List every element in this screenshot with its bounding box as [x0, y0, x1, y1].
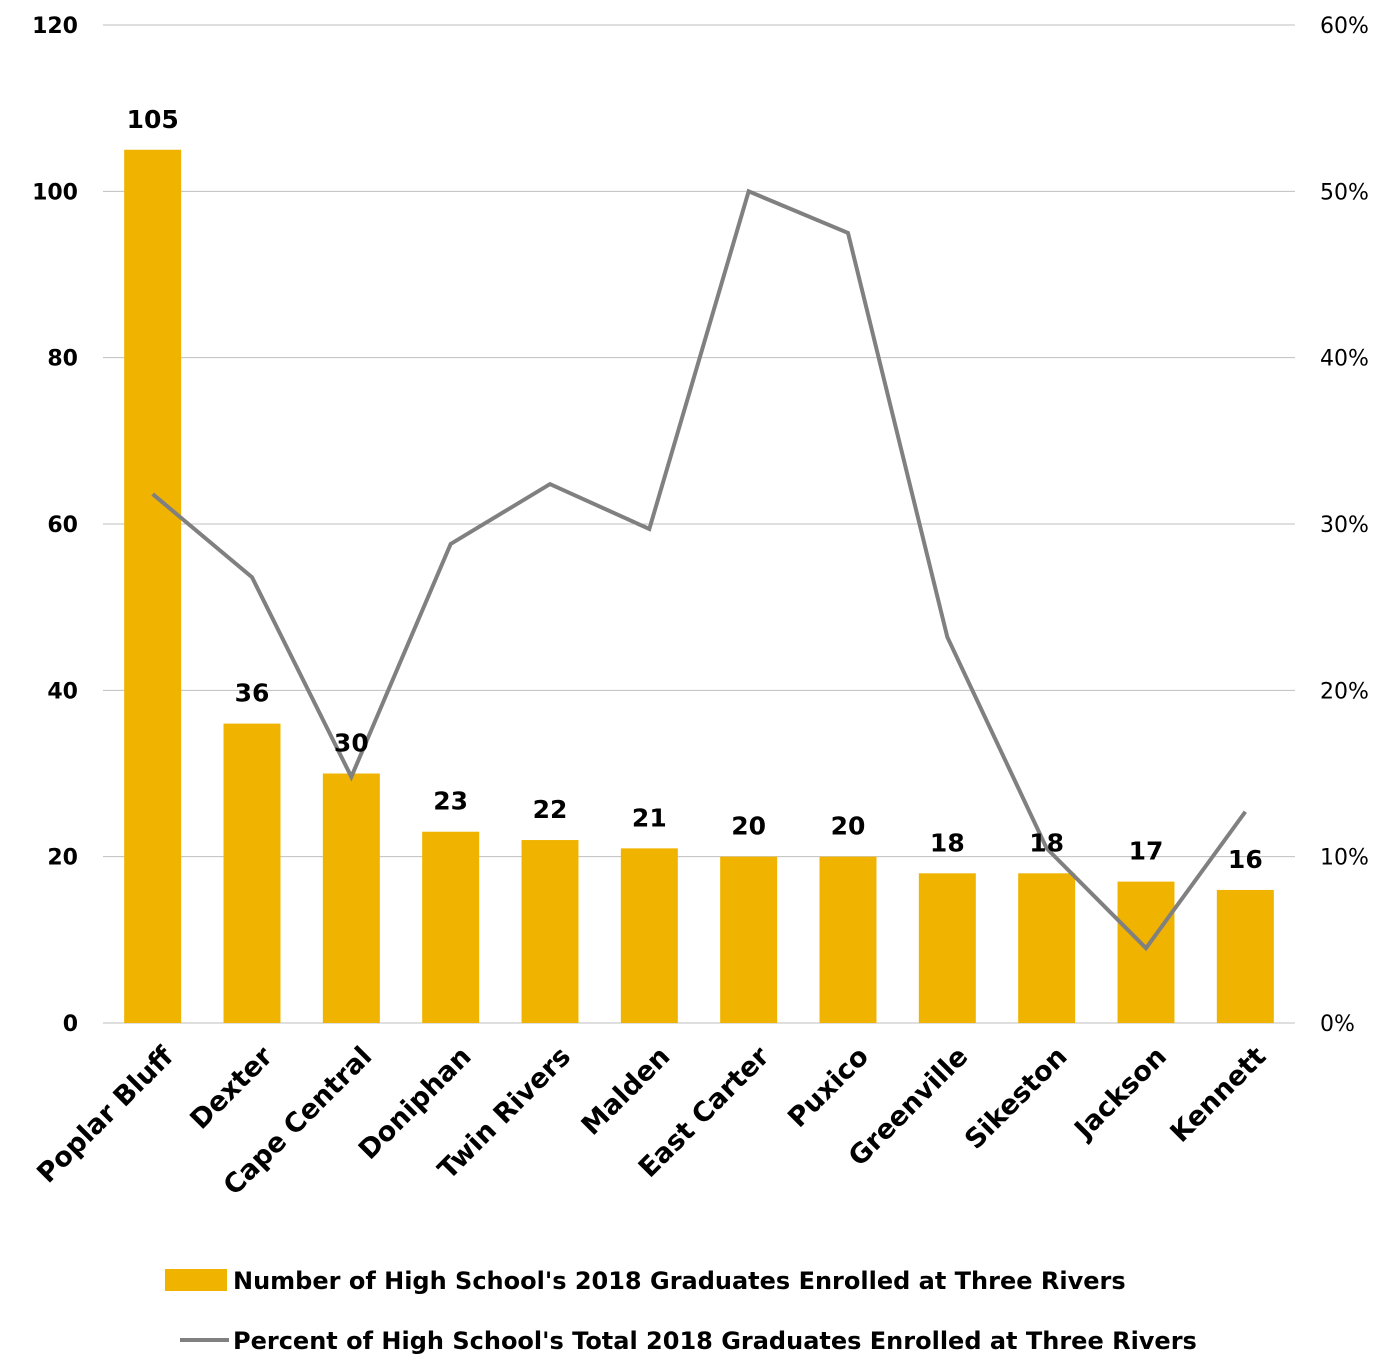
line-series: [151, 188, 1247, 952]
bar-value-label: 18: [930, 828, 965, 857]
bar-value-label: 36: [235, 679, 270, 708]
bar-value-label: 20: [731, 812, 766, 841]
left-tick-label: 0: [63, 1012, 78, 1037]
bar-value-label: 17: [1129, 837, 1164, 866]
category-label: Jackson: [1068, 1041, 1173, 1146]
bar: [1018, 873, 1076, 1023]
gridlines: [103, 24, 1295, 1024]
right-axis-ticks: 0% 10% 20% 30% 40% 50% 60%: [1320, 14, 1369, 1037]
legend-bar-swatch: [165, 1269, 227, 1291]
right-tick-label: 50%: [1320, 180, 1369, 205]
bar: [422, 831, 480, 1023]
left-tick-label: 100: [32, 180, 78, 205]
category-label: Sikeston: [959, 1041, 1074, 1156]
legend: Number of High School's 2018 Graduates E…: [165, 1267, 1197, 1355]
right-tick-label: 30%: [1320, 513, 1369, 538]
bar-value-label: 105: [127, 105, 179, 134]
left-tick-label: 60: [47, 513, 78, 538]
bar-value-label: 23: [433, 787, 468, 816]
bar-value-label: 20: [831, 812, 866, 841]
bar-data-labels: 105 36 30 23 22 21 20 20 18 18 17 16: [127, 105, 1263, 874]
category-label: Dexter: [184, 1041, 279, 1136]
category-label: Malden: [576, 1041, 677, 1142]
bar-value-label: 22: [533, 795, 568, 824]
right-tick-label: 40%: [1320, 347, 1369, 372]
bar: [720, 856, 778, 1023]
right-tick-label: 0%: [1320, 1012, 1355, 1037]
legend-line-label: Percent of High School's Total 2018 Grad…: [233, 1327, 1197, 1355]
left-tick-label: 80: [47, 347, 78, 372]
bar: [819, 856, 877, 1023]
bar: [322, 773, 380, 1023]
bar: [918, 873, 976, 1023]
bar: [124, 149, 182, 1023]
bar: [1117, 881, 1175, 1023]
category-label: Poplar Bluff: [31, 1040, 180, 1189]
right-tick-label: 10%: [1320, 846, 1369, 871]
left-tick-label: 40: [47, 679, 78, 704]
bar: [1216, 889, 1274, 1023]
right-tick-label: 60%: [1320, 14, 1369, 39]
left-tick-label: 120: [32, 14, 78, 39]
percent-line: [151, 188, 1247, 952]
bar-value-label: 21: [632, 803, 667, 832]
category-label: Kennett: [1165, 1041, 1273, 1149]
bar: [620, 848, 678, 1023]
bar-value-label: 30: [334, 729, 369, 758]
right-tick-label: 20%: [1320, 679, 1369, 704]
left-tick-label: 20: [47, 846, 78, 871]
bar: [521, 840, 579, 1023]
legend-bar-label: Number of High School's 2018 Graduates E…: [233, 1267, 1126, 1295]
bar-series: [124, 149, 1274, 1023]
bar-value-label: 16: [1228, 845, 1263, 874]
left-axis-ticks: 0 20 40 60 80 100 120: [32, 14, 78, 1037]
bar: [223, 723, 281, 1023]
bar-value-label: 18: [1029, 828, 1064, 857]
category-label: Puxico: [782, 1041, 875, 1134]
